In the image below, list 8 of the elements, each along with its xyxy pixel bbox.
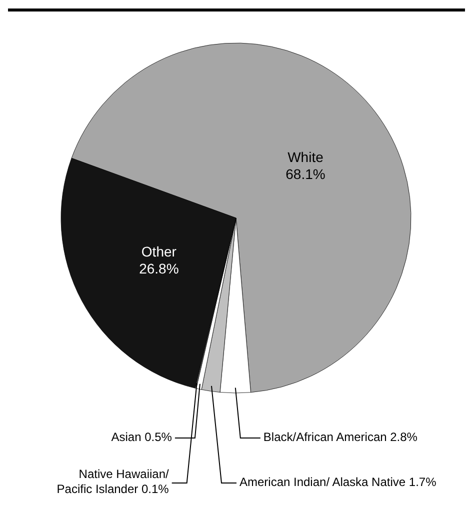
slice-label: Native Hawaiian/ Pacific Islander 0.1% [56, 467, 170, 496]
slice-label: Black/African American 2.8% [263, 430, 418, 444]
slice-label: White [288, 149, 324, 166]
data-label: 68.1% [286, 166, 326, 182]
data-label: 26.8% [139, 260, 179, 276]
slice-label: Asian 0.5% [111, 430, 172, 444]
slice-label: American Indian/ Alaska Native 1.7% [239, 475, 437, 490]
slice-label: Other [141, 244, 177, 260]
